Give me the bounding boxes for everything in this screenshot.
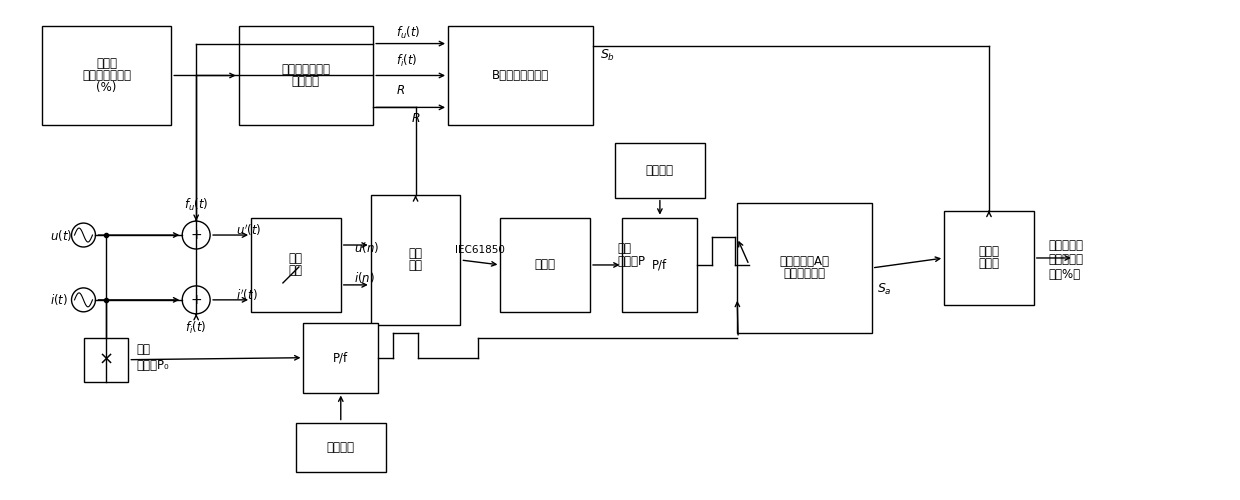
Text: $i(n)$: $i(n)$ [353, 270, 374, 285]
Text: $f_u(t)$: $f_u(t)$ [396, 24, 420, 40]
Text: 期望准确度等级: 期望准确度等级 [82, 69, 131, 82]
Bar [304, 323, 378, 392]
Text: 截断: 截断 [408, 260, 423, 272]
Text: $R$: $R$ [396, 84, 404, 97]
Text: 确定度: 确定度 [978, 258, 999, 270]
Text: 功率值P₀: 功率值P₀ [136, 359, 169, 372]
Bar [296, 422, 386, 472]
Text: 同步: 同步 [289, 252, 303, 266]
Text: P/f: P/f [334, 351, 348, 364]
Text: 际准确度等: 际准确度等 [1049, 254, 1084, 266]
Text: 不确定度估计: 不确定度估计 [784, 268, 826, 280]
Text: 标准时钟: 标准时钟 [646, 164, 673, 176]
Text: 功率值P: 功率值P [618, 256, 645, 268]
Bar [615, 143, 704, 198]
Text: +: + [191, 228, 202, 242]
Bar [250, 218, 341, 312]
Text: $f_i(t)$: $f_i(t)$ [186, 320, 207, 336]
Text: $S_a$: $S_a$ [877, 282, 892, 298]
Text: 采样: 采样 [289, 264, 303, 278]
Text: $R$: $R$ [410, 112, 420, 125]
Text: 标准时钟: 标准时钟 [327, 441, 355, 454]
Text: $u(t)$: $u(t)$ [50, 228, 72, 242]
Text: 精度选择: 精度选择 [291, 75, 320, 88]
Text: $u(n)$: $u(n)$ [353, 240, 379, 254]
Text: B类不确定度估计: B类不确定度估计 [492, 69, 549, 82]
Text: $S_b$: $S_b$ [600, 48, 615, 63]
Text: 随机函数和数值: 随机函数和数值 [281, 63, 330, 76]
Bar [500, 218, 590, 312]
Bar [42, 26, 171, 126]
Text: 被检表的实: 被检表的实 [1049, 238, 1084, 252]
Bar [622, 218, 697, 312]
Bar [944, 210, 1034, 306]
Text: 理论: 理论 [136, 343, 150, 356]
Text: 实测: 实测 [618, 242, 631, 254]
Text: $i(t)$: $i(t)$ [50, 292, 68, 308]
Text: 级（%）: 级（%） [1049, 268, 1081, 281]
Text: 被检表: 被检表 [95, 57, 117, 70]
Text: $i'(t)$: $i'(t)$ [236, 287, 258, 302]
Text: $f_i(t)$: $f_i(t)$ [396, 52, 417, 68]
Text: (%): (%) [97, 81, 117, 94]
Text: ×: × [99, 350, 114, 368]
Text: 被检表: 被检表 [534, 258, 556, 272]
Text: $u'(t)$: $u'(t)$ [236, 222, 262, 238]
Text: 数据: 数据 [408, 248, 423, 260]
Text: $f_u(t)$: $f_u(t)$ [184, 197, 208, 213]
Text: P/f: P/f [652, 258, 667, 272]
Bar [737, 203, 872, 333]
Text: +: + [191, 293, 202, 307]
Bar [84, 338, 129, 382]
Text: IEC61850: IEC61850 [455, 245, 506, 255]
Text: 合成不: 合成不 [978, 246, 999, 258]
Text: 电能比较和A类: 电能比较和A类 [780, 256, 830, 268]
Bar [448, 26, 593, 126]
Bar [371, 195, 460, 325]
Bar [238, 26, 373, 126]
